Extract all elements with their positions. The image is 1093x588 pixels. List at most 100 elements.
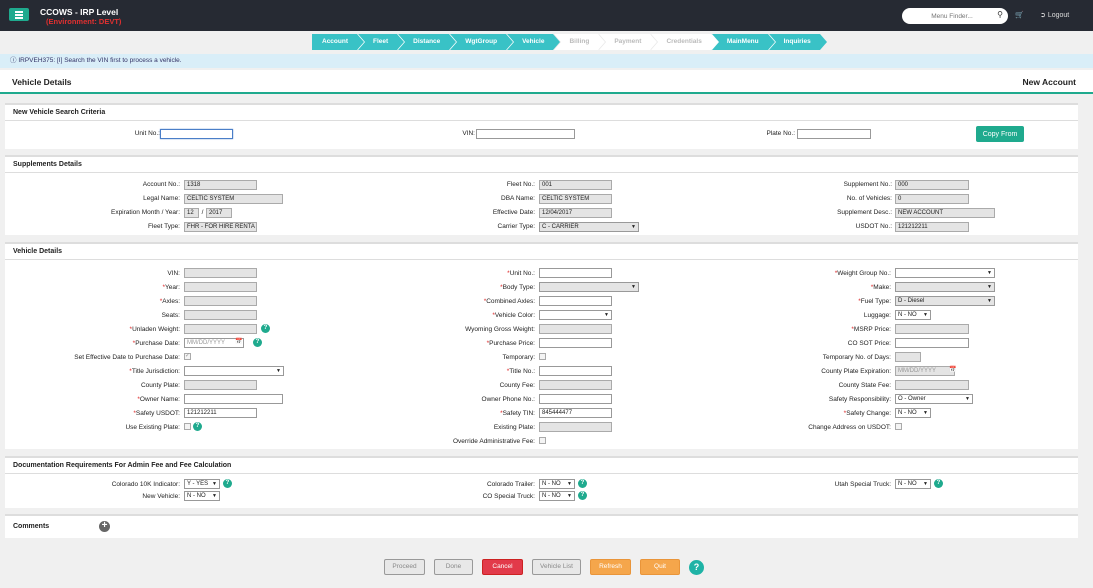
search-unit-no-input[interactable]: [160, 129, 233, 139]
add-comment-plus-icon[interactable]: +: [99, 521, 110, 532]
title-jurisdiction-select[interactable]: [184, 366, 284, 376]
override-admin-fee-checkbox[interactable]: [539, 437, 546, 444]
plate-no-label: Plate No.:: [766, 130, 795, 137]
colorado-trailer-select[interactable]: N - NO: [539, 479, 575, 489]
search-vin-input[interactable]: [476, 129, 575, 139]
title-no-input[interactable]: [539, 366, 612, 376]
wizard-step-distance[interactable]: Distance: [398, 34, 457, 50]
change-address-label: Change Address on USDOT:: [808, 424, 891, 431]
legal-name-label: Legal Name:: [143, 195, 180, 202]
colorado-10k-help-icon[interactable]: ?: [223, 479, 232, 488]
utah-special-truck-select[interactable]: N - NO: [895, 479, 931, 489]
co-special-truck-label: CO Special Truck:: [482, 493, 535, 500]
safety-change-select[interactable]: N - NO: [895, 408, 931, 418]
wizard-step-vehicle[interactable]: Vehicle: [507, 34, 561, 50]
county-fee-field: [539, 380, 612, 390]
wizard-step-account[interactable]: Account: [312, 34, 364, 50]
co-sot-price-input[interactable]: [895, 338, 969, 348]
year-label: *Year:: [162, 284, 180, 291]
set-effective-date-checkbox[interactable]: ✓: [184, 353, 191, 360]
legal-name-field: CELTIC SYSTEM: [184, 194, 283, 204]
use-existing-plate-checkbox[interactable]: [184, 423, 191, 430]
wizard-step-credentials: Credentials: [651, 34, 719, 50]
num-vehicles-field: 0: [895, 194, 969, 204]
luggage-select[interactable]: N - NO: [895, 310, 931, 320]
purchase-price-input[interactable]: [539, 338, 612, 348]
unladen-weight-label: *Unladen Weight:: [129, 326, 180, 333]
county-plate-expiration-calendar-icon[interactable]: 📅: [949, 367, 957, 373]
carrier-type-select: C - CARRIER: [539, 222, 639, 232]
cancel-button[interactable]: Cancel: [482, 559, 523, 575]
supplements-panel: Supplements Details Account No.: 1318 Le…: [5, 155, 1078, 235]
seats-field: [184, 310, 257, 320]
cart-icon[interactable]: 🛒: [1015, 12, 1024, 19]
wizard-step-mainmenu[interactable]: MainMenu: [711, 34, 775, 50]
use-existing-plate-help-icon[interactable]: ?: [193, 422, 202, 431]
make-select[interactable]: [895, 282, 995, 292]
change-address-checkbox[interactable]: [895, 423, 902, 430]
temporary-checkbox[interactable]: [539, 353, 546, 360]
refresh-button[interactable]: Refresh: [590, 559, 631, 575]
set-effective-date-label: Set Effective Date to Purchase Date:: [74, 354, 180, 361]
page-mode: New Account: [1022, 77, 1076, 87]
colorado-10k-select[interactable]: Y - YES: [184, 479, 220, 489]
utah-special-truck-help-icon[interactable]: ?: [934, 479, 943, 488]
usdot-field: 121212211: [895, 222, 969, 232]
purchase-date-help-icon[interactable]: ?: [253, 338, 262, 347]
vin-field-label: VIN:: [167, 270, 180, 277]
wizard-step-inquiries[interactable]: Inquiries: [768, 34, 827, 50]
unladen-weight-field: [184, 324, 257, 334]
body-type-select[interactable]: [539, 282, 639, 292]
expiration-label: Expiration Month / Year:: [110, 209, 180, 216]
wizard-step-wgtgroup[interactable]: WgtGroup: [450, 34, 513, 50]
documentation-panel: Documentation Requirements For Admin Fee…: [5, 456, 1078, 508]
safety-usdot-label: *Safety USDOT:: [133, 410, 180, 417]
search-icon[interactable]: ⚲: [997, 10, 1003, 19]
documentation-panel-title: Documentation Requirements For Admin Fee…: [5, 458, 1078, 474]
new-vehicle-select[interactable]: N - NO: [184, 491, 220, 501]
copy-from-button[interactable]: Copy From: [976, 126, 1024, 142]
co-special-truck-select[interactable]: N - NO: [539, 491, 575, 501]
weight-group-select[interactable]: [895, 268, 995, 278]
unit-no-label: Unit No.:: [134, 130, 160, 137]
unladen-weight-help-icon[interactable]: ?: [261, 324, 270, 333]
luggage-label: Luggage:: [863, 312, 891, 319]
colorado-trailer-help-icon[interactable]: ?: [578, 479, 587, 488]
owner-phone-input[interactable]: [539, 394, 612, 404]
help-icon[interactable]: ?: [689, 560, 704, 575]
owner-name-input[interactable]: [184, 394, 283, 404]
safety-tin-input[interactable]: 845444477: [539, 408, 612, 418]
proceed-button[interactable]: Proceed: [384, 559, 425, 575]
vehicle-color-select[interactable]: [539, 310, 612, 320]
fuel-type-select[interactable]: D - Diesel: [895, 296, 995, 306]
num-vehicles-label: No. of Vehicles:: [846, 195, 892, 202]
purchase-date-calendar-icon[interactable]: 📅: [235, 339, 243, 345]
menu-finder-input[interactable]: [912, 10, 992, 22]
weight-group-label: *Weight Group No.:: [834, 270, 891, 277]
safety-responsibility-label: Safety Responsibility:: [828, 396, 891, 403]
supplement-no-field: 000: [895, 180, 969, 190]
quit-button[interactable]: Quit: [640, 559, 680, 575]
combined-axles-input[interactable]: [539, 296, 612, 306]
unit-no-input[interactable]: [539, 268, 612, 278]
co-sot-price-label: CO SOT Price:: [847, 340, 891, 347]
co-special-truck-help-icon[interactable]: ?: [578, 491, 587, 500]
info-message-bar: ⓘ IRPVEH375: [I] Search the VIN first to…: [0, 54, 1093, 68]
safety-responsibility-select[interactable]: O - Owner: [895, 394, 973, 404]
menu-finder: ⚲: [902, 8, 1008, 24]
wizard-step-billing: Billing: [554, 34, 606, 50]
done-button[interactable]: Done: [434, 559, 473, 575]
purchase-price-label: *Purchase Price:: [486, 340, 535, 347]
vehicle-search-panel: New Vehicle Search Criteria Unit No.: VI…: [5, 103, 1078, 149]
search-panel-title: New Vehicle Search Criteria: [5, 105, 1078, 121]
logout-link[interactable]: ➲ Logout: [1040, 11, 1069, 19]
search-plate-no-input[interactable]: [797, 129, 871, 139]
purchase-date-input[interactable]: MM/DD/YYYY: [184, 338, 244, 348]
logout-icon: ➲: [1040, 12, 1046, 19]
hamburger-menu-icon[interactable]: [9, 8, 29, 21]
info-icon: ⓘ: [10, 57, 17, 64]
owner-phone-label: Owner Phone No.:: [481, 396, 535, 403]
safety-usdot-input[interactable]: 121212211: [184, 408, 257, 418]
use-existing-plate-label: Use Existing Plate:: [125, 424, 180, 431]
vehicle-list-button[interactable]: Vehicle List: [532, 559, 581, 575]
